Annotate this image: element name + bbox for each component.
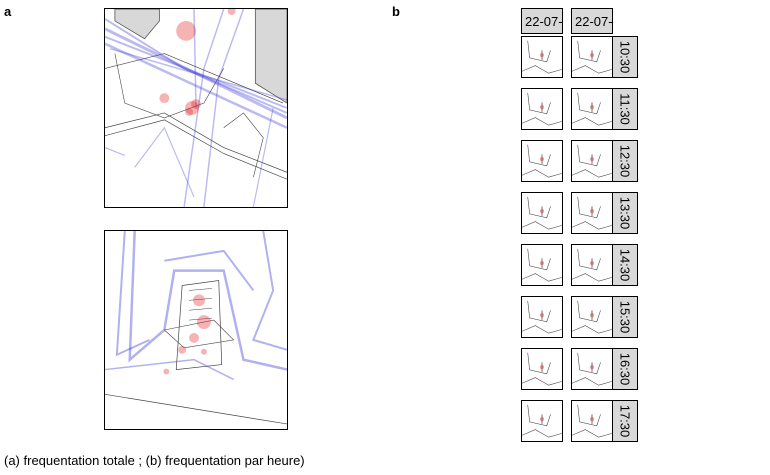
- row-header-time: 15:30: [612, 296, 638, 338]
- row-header-time-label: 16:30: [617, 352, 633, 386]
- panel-a-label: a: [4, 4, 12, 19]
- hourly-map-cell: [521, 140, 563, 182]
- total-frequentation-map-top: [104, 8, 288, 208]
- hourly-map-cell: [571, 244, 613, 286]
- row-header-time: 12:30: [612, 140, 638, 182]
- hourly-map-cell: [571, 348, 613, 390]
- total-frequentation-map-bottom: [104, 230, 288, 430]
- hourly-map-cell: [521, 88, 563, 130]
- hourly-map-cell: [521, 244, 563, 286]
- row-header-time-label: 17:30: [617, 404, 633, 438]
- map-top-drawing: [105, 9, 287, 207]
- row-header-time: 13:30: [612, 192, 638, 234]
- row-header-time: 14:30: [612, 244, 638, 286]
- row-header-time-label: 13:30: [617, 196, 633, 230]
- row-header-time-label: 14:30: [617, 248, 633, 282]
- panel-b-label: b: [392, 4, 400, 19]
- row-header-time-label: 15:30: [617, 300, 633, 334]
- row-header-time-label: 11:30: [617, 93, 633, 125]
- row-header-time: 11:30: [612, 88, 638, 130]
- row-header-time: 16:30: [612, 348, 638, 390]
- hourly-map-cell: [571, 296, 613, 338]
- row-header-time-label: 12:30: [617, 144, 633, 178]
- hourly-map-cell: [571, 192, 613, 234]
- map-bottom-drawing: [105, 231, 287, 425]
- hourly-map-cell: [571, 400, 613, 442]
- row-header-time: 10:30: [612, 36, 638, 78]
- row-header-time-label: 10:30: [617, 40, 633, 74]
- hourly-map-cell: [521, 400, 563, 442]
- row-header-time: 17:30: [612, 400, 638, 442]
- figure-caption: (a) frequentation totale ; (b) frequenta…: [4, 453, 305, 468]
- hourly-map-cell: [521, 296, 563, 338]
- hourly-map-cell: [521, 192, 563, 234]
- hourly-map-cell: [571, 88, 613, 130]
- hourly-map-cell: [521, 348, 563, 390]
- column-header-day-2: 22-07-: [571, 8, 613, 34]
- column-header-day-1: 22-07-: [521, 8, 563, 34]
- hourly-map-cell: [521, 36, 563, 78]
- hourly-map-cell: [571, 36, 613, 78]
- hourly-map-cell: [571, 140, 613, 182]
